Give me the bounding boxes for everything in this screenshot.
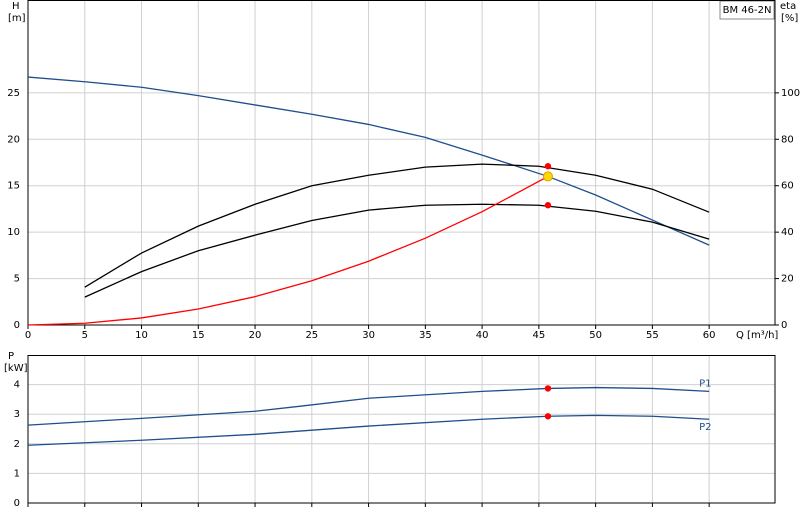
x-tick-label: 60	[703, 330, 716, 341]
y-tick-label: 4	[14, 380, 20, 391]
y-axis-label: P	[8, 351, 14, 362]
y-axis-unit: [kW]	[4, 363, 28, 374]
y-tick-label: 20	[7, 134, 20, 145]
duty-point	[544, 413, 552, 420]
duty-point	[544, 202, 552, 209]
y-tick-label: 3	[14, 409, 20, 420]
x-tick-label: 55	[646, 330, 659, 341]
curve	[27, 414, 710, 446]
duty-point	[544, 385, 552, 392]
x-tick-label: 50	[589, 330, 602, 341]
x-tick-label: 0	[25, 330, 31, 341]
x-tick-label: 20	[249, 330, 262, 341]
curve	[27, 175, 549, 326]
y-tick-label: 25	[7, 88, 20, 99]
curve	[84, 203, 710, 298]
y-axis-unit: [m]	[8, 13, 26, 24]
x-axis-label: Q [m³/h]	[736, 330, 778, 341]
y-tick-label: 2	[14, 439, 20, 450]
y-tick-label: 0	[14, 498, 20, 509]
duty-point	[544, 163, 552, 170]
x-tick-label: 10	[135, 330, 148, 341]
y-tick-label: 0	[14, 320, 20, 331]
curve-label: P1	[699, 378, 711, 389]
x-tick-label: 30	[362, 330, 375, 341]
y2-tick-label: 20	[781, 274, 794, 285]
x-tick-label: 25	[305, 330, 318, 341]
x-tick-label: 35	[419, 330, 432, 341]
x-tick-label: 15	[192, 330, 205, 341]
y2-tick-label: 100	[781, 88, 800, 99]
curve-label: P2	[699, 422, 711, 433]
x-tick-label: 5	[82, 330, 88, 341]
duty-point	[542, 171, 553, 182]
x-tick-label: 45	[532, 330, 545, 341]
curve	[27, 76, 710, 246]
y-axis-label: H	[12, 1, 20, 12]
y2-tick-label: 0	[781, 320, 787, 331]
y-tick-label: 1	[14, 468, 20, 479]
y-tick-label: 5	[14, 274, 20, 285]
y2-tick-label: 60	[781, 181, 794, 192]
curve	[27, 386, 710, 426]
plot-frame	[27, 0, 776, 326]
plot-frame	[27, 355, 776, 504]
curve	[84, 163, 710, 288]
y2-tick-label: 40	[781, 227, 794, 238]
x-tick-label: 40	[476, 330, 489, 341]
y2-axis-unit: [%]	[781, 13, 798, 24]
y2-tick-label: 80	[781, 134, 794, 145]
y-tick-label: 10	[7, 227, 20, 238]
chart-title: BM 46-2N	[723, 5, 772, 16]
y2-axis-label: eta	[780, 1, 796, 12]
y-tick-label: 15	[7, 181, 20, 192]
